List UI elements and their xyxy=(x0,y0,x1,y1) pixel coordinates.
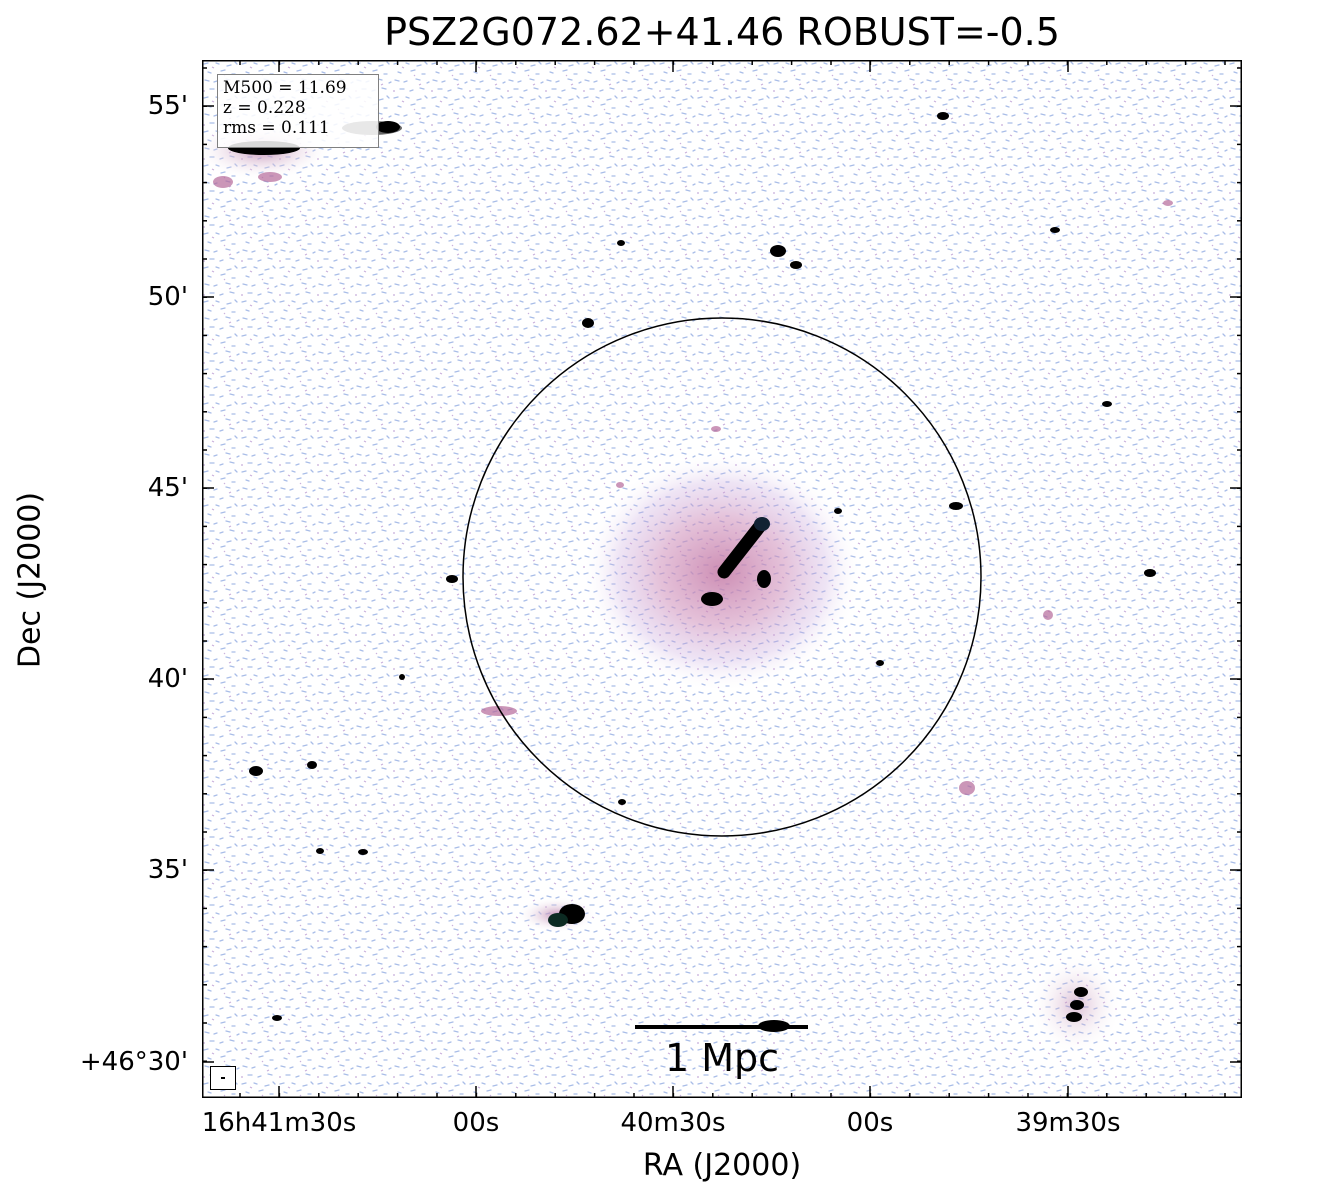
redshift-text: z = 0.228 xyxy=(223,98,306,118)
x-tick-label: 00s xyxy=(846,1108,894,1138)
y-tick-label: 40' xyxy=(147,664,188,694)
x-axis-label: RA (J2000) xyxy=(642,1148,802,1183)
radio-image xyxy=(202,60,1242,1098)
y-axis-label: Dec (J2000) xyxy=(12,491,48,669)
x-tick-label: 00s xyxy=(452,1108,500,1138)
x-tick-label: 16h41m30s xyxy=(201,1108,357,1138)
scale-bar-label: 1 Mpc xyxy=(664,1036,780,1080)
point-sources xyxy=(249,112,1156,1032)
m500-text: M500 = 11.69 xyxy=(223,78,347,98)
rms-text: rms = 0.111 xyxy=(223,118,330,138)
cluster-info-box: M500 = 11.69 z = 0.228 rms = 0.111 xyxy=(217,74,379,148)
y-tick-label: +46°30' xyxy=(79,1047,188,1077)
beam-indicator xyxy=(210,1066,236,1090)
r500-circle xyxy=(462,317,982,837)
y-tick-label: 45' xyxy=(147,473,188,503)
x-tick-label: 39m30s xyxy=(1015,1108,1121,1138)
y-tick-label: 35' xyxy=(147,855,188,885)
y-tick-label: 50' xyxy=(147,282,188,312)
central-radio-source xyxy=(717,519,767,579)
y-tick-label: 55' xyxy=(147,91,188,121)
x-tick-label: 40m30s xyxy=(620,1108,726,1138)
plot-title: PSZ2G072.62+41.46 ROBUST=-0.5 xyxy=(384,10,1060,54)
